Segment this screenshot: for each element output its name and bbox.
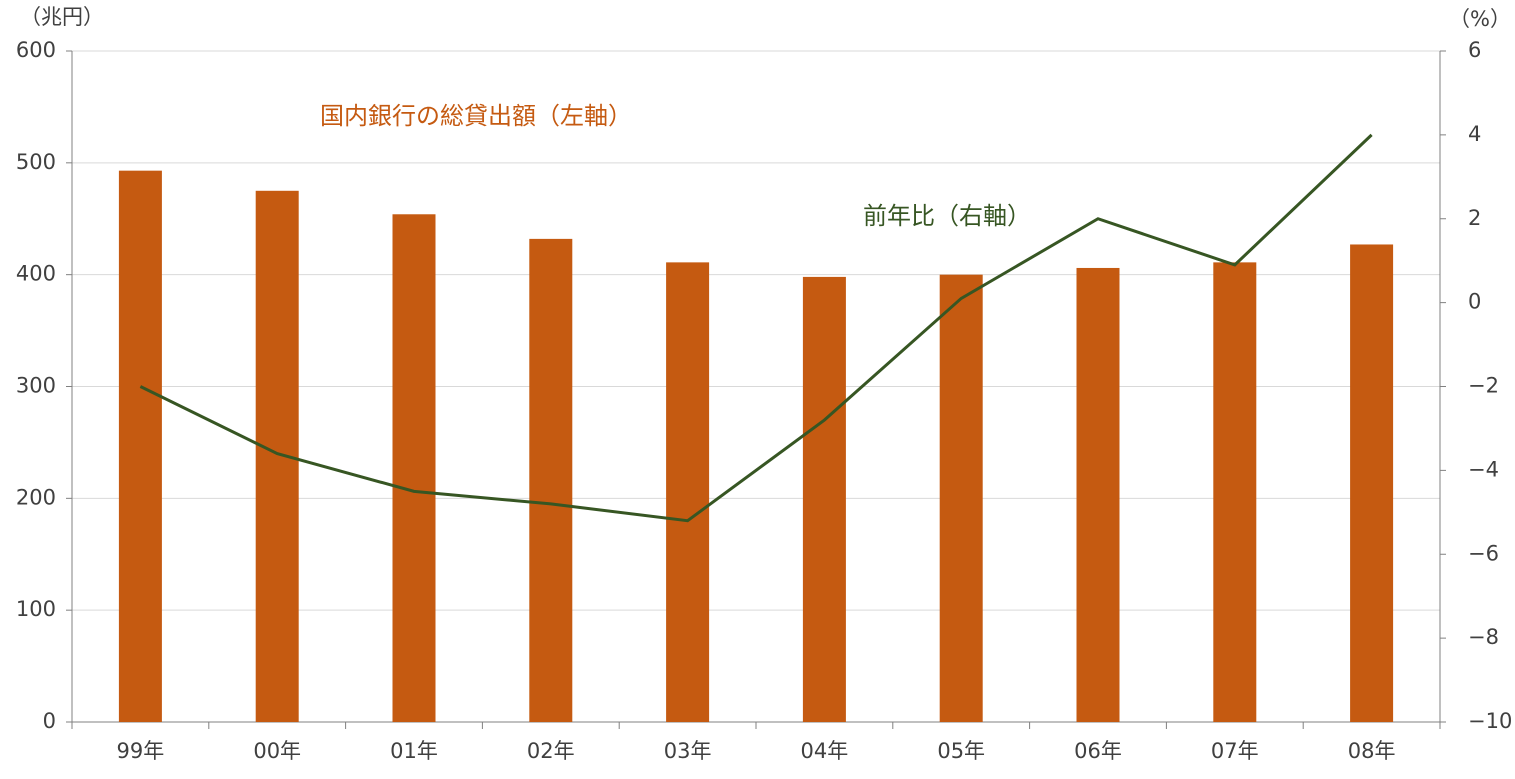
y2-tick-label: −6: [1468, 541, 1499, 565]
bar: [118, 170, 162, 722]
y2-tick-label: −4: [1468, 457, 1499, 481]
y2-tick-label: 2: [1468, 206, 1481, 230]
series-label: 前年比（右軸）: [863, 202, 1031, 230]
bar: [1350, 244, 1394, 722]
y2-tick-label: −2: [1468, 374, 1499, 398]
bar: [1213, 262, 1257, 722]
x-tick-label: 08年: [1348, 739, 1396, 763]
y2-axis-unit: （%）: [1449, 7, 1511, 31]
bar: [529, 238, 573, 722]
bar: [1076, 267, 1120, 722]
line: [139, 133, 1373, 523]
x-tick-label: 02年: [527, 739, 575, 763]
y-tick-label: 0: [43, 709, 56, 733]
y-tick-label: 600: [16, 38, 56, 62]
y2-tick-label: −10: [1468, 709, 1512, 733]
y-axis-unit: （兆円）: [20, 5, 104, 29]
x-tick-label: 03年: [664, 739, 712, 763]
bar: [666, 262, 710, 722]
y2-tick-label: 4: [1468, 122, 1481, 146]
y-tick-label: 400: [16, 262, 56, 286]
bar: [939, 274, 983, 722]
y2-tick-label: 6: [1468, 38, 1481, 62]
y-tick-label: 200: [16, 485, 56, 509]
y2-tick-label: 0: [1468, 290, 1481, 314]
x-tick-label: 01年: [390, 739, 438, 763]
x-tick-label: 00年: [253, 739, 301, 763]
bar: [802, 276, 846, 722]
y2-tick-label: −8: [1468, 625, 1499, 649]
bar: [392, 214, 436, 722]
x-tick-label: 06年: [1074, 739, 1122, 763]
x-tick-label: 07年: [1211, 739, 1259, 763]
y-tick-label: 300: [16, 374, 56, 398]
x-tick-label: 04年: [801, 739, 849, 763]
x-tick-label: 99年: [117, 739, 165, 763]
y-tick-label: 500: [16, 150, 56, 174]
x-tick-label: 05年: [937, 739, 985, 763]
y-tick-label: 100: [16, 597, 56, 621]
series-label: 国内銀行の総貸出額（左軸）: [320, 102, 632, 130]
